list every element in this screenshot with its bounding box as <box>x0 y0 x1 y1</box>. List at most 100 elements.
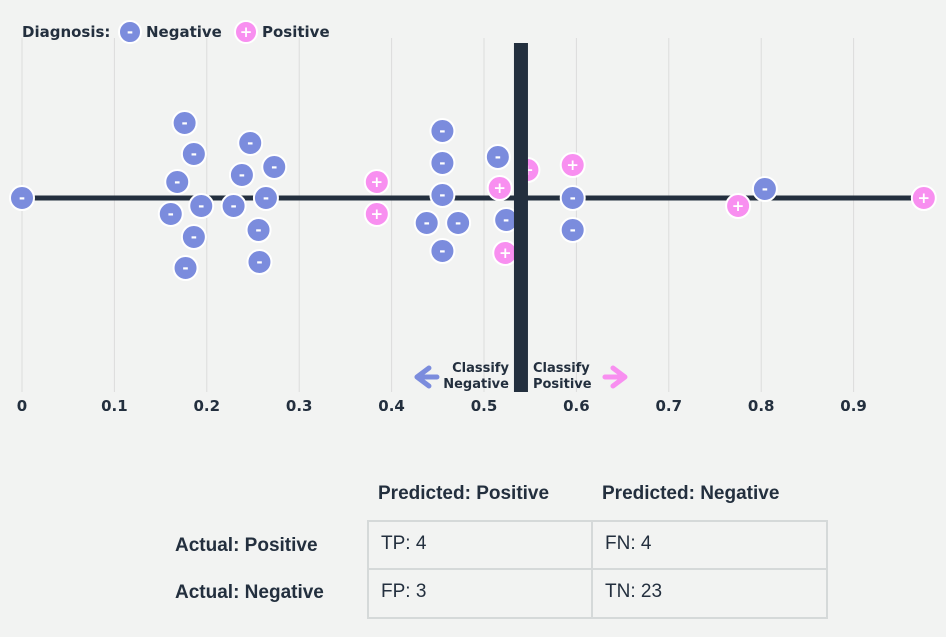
positive-point[interactable]: + <box>910 185 937 211</box>
classify-negative-label-line1: Classify <box>452 361 509 376</box>
positive-point[interactable]: + <box>725 193 752 219</box>
point-symbol: - <box>247 134 253 152</box>
point-marker <box>252 185 279 211</box>
col-header-predicted-positive: Predicted: Positive <box>378 483 550 504</box>
negative-point[interactable]: - <box>157 201 184 227</box>
positive-point[interactable]: + <box>486 175 513 201</box>
negative-point[interactable]: - <box>559 185 586 211</box>
point-symbol: - <box>570 221 576 239</box>
negative-point[interactable]: - <box>246 249 273 275</box>
legend-item-negative: - Negative <box>118 20 222 44</box>
point-marker <box>725 193 752 219</box>
negative-point[interactable]: - <box>429 150 456 176</box>
positive-point[interactable]: + <box>363 169 390 195</box>
point-marker <box>429 150 456 176</box>
x-axis-ticks: 0 0.1 0.2 0.3 0.4 0.5 0.6 0.7 0.8 0.9 <box>17 397 867 415</box>
negative-point[interactable]: - <box>484 144 511 170</box>
point-marker <box>429 182 456 208</box>
negative-symbol: - <box>127 23 133 41</box>
negative-point[interactable]: - <box>180 224 207 250</box>
point-marker <box>245 217 272 243</box>
positive-marker-icon <box>234 20 258 44</box>
data-points: ---------------++-------+-+++--+-+ <box>9 110 937 281</box>
point-marker <box>9 185 35 211</box>
point-symbol: - <box>424 214 430 232</box>
cell-false-positive: FP: 3 <box>367 568 593 619</box>
point-symbol: - <box>495 148 501 166</box>
cell-false-negative: FN: 4 <box>591 520 828 570</box>
negative-point[interactable]: - <box>559 217 586 243</box>
x-tick-label: 0.1 <box>101 397 128 415</box>
negative-point[interactable]: - <box>429 238 456 264</box>
point-symbol: + <box>371 205 384 223</box>
point-symbol: - <box>439 186 445 204</box>
negative-point[interactable]: - <box>252 185 279 211</box>
point-symbol: - <box>455 214 461 232</box>
negative-point[interactable]: - <box>220 193 247 219</box>
negative-point[interactable]: - <box>171 110 198 136</box>
arrow-right-icon <box>602 365 628 389</box>
positive-point[interactable]: + <box>363 201 390 227</box>
point-marker <box>559 152 586 178</box>
negative-point[interactable]: - <box>164 169 191 195</box>
point-marker <box>486 175 513 201</box>
negative-point[interactable]: - <box>188 193 215 219</box>
threshold-bar[interactable] <box>513 43 528 392</box>
negative-point[interactable]: - <box>751 176 778 202</box>
point-symbol: - <box>174 173 180 191</box>
point-marker <box>363 169 390 195</box>
point-symbol: - <box>503 211 509 229</box>
point-symbol: - <box>191 228 197 246</box>
point-symbol: + <box>732 197 745 215</box>
row-header-actual-negative: Actual: Negative <box>175 582 324 603</box>
negative-point[interactable]: - <box>9 185 35 211</box>
cell-true-positive: TP: 4 <box>367 520 593 570</box>
point-symbol: - <box>439 122 445 140</box>
positive-point[interactable]: + <box>559 152 586 178</box>
negative-point[interactable]: - <box>429 182 456 208</box>
point-symbol: - <box>198 197 204 215</box>
negative-point[interactable]: - <box>172 255 199 281</box>
arrow-left-icon <box>414 365 440 389</box>
point-symbol: - <box>239 166 245 184</box>
point-symbol: - <box>570 189 576 207</box>
positive-point[interactable]: + <box>492 240 519 266</box>
negative-marker-icon <box>118 20 142 44</box>
negative-point[interactable]: - <box>429 118 456 144</box>
point-marker <box>429 118 456 144</box>
negative-point[interactable]: - <box>237 130 264 156</box>
point-symbol: - <box>230 197 236 215</box>
point-marker <box>261 154 288 180</box>
point-symbol: + <box>499 244 512 262</box>
point-marker <box>413 210 440 236</box>
point-symbol: - <box>191 145 197 163</box>
grid-lines <box>21 38 855 392</box>
negative-point[interactable]: - <box>228 162 255 188</box>
negative-point[interactable]: - <box>413 210 440 236</box>
point-symbol: - <box>19 189 25 207</box>
point-marker <box>157 201 184 227</box>
negative-point[interactable]: - <box>261 154 288 180</box>
point-marker <box>559 185 586 211</box>
point-symbol: - <box>762 180 768 198</box>
point-marker <box>246 249 273 275</box>
point-marker <box>910 185 937 211</box>
legend-title: Diagnosis: <box>22 23 110 41</box>
point-marker <box>220 193 247 219</box>
legend-item-positive: + Positive <box>234 20 330 44</box>
point-symbol: - <box>439 242 445 260</box>
x-tick-label: 0.7 <box>656 397 683 415</box>
point-marker <box>559 217 586 243</box>
cell-true-negative: TN: 23 <box>591 568 828 619</box>
negative-point[interactable]: - <box>445 210 472 236</box>
classify-negative-hint: Classify Negative <box>414 361 509 392</box>
point-marker <box>237 130 264 156</box>
point-marker <box>171 110 198 136</box>
classify-positive-hint: Classify Positive <box>533 361 628 392</box>
col-header-predicted-negative: Predicted: Negative <box>602 483 780 504</box>
point-symbol: + <box>493 179 506 197</box>
negative-point[interactable]: - <box>180 141 207 167</box>
negative-point[interactable]: - <box>245 217 272 243</box>
legend-label-positive: Positive <box>262 23 330 41</box>
point-symbol: + <box>566 156 579 174</box>
